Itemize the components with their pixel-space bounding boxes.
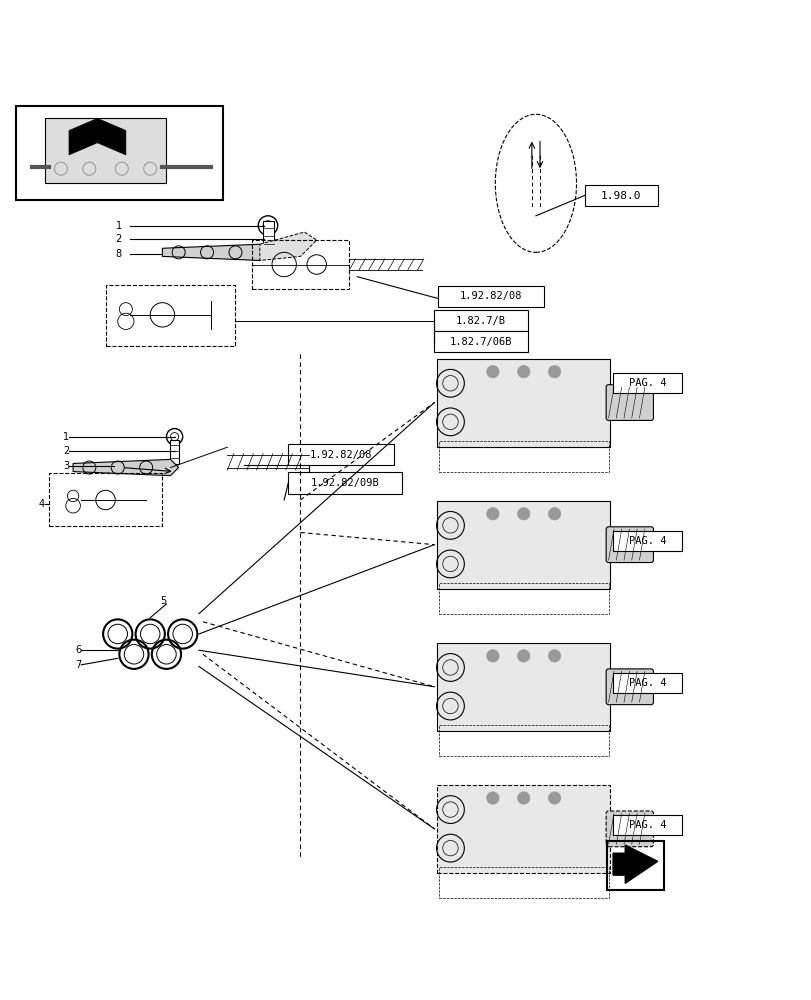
FancyBboxPatch shape bbox=[434, 310, 527, 331]
Circle shape bbox=[547, 366, 560, 378]
FancyBboxPatch shape bbox=[436, 643, 609, 731]
Text: 1: 1 bbox=[115, 221, 122, 231]
FancyBboxPatch shape bbox=[605, 811, 653, 847]
FancyBboxPatch shape bbox=[605, 385, 653, 420]
FancyBboxPatch shape bbox=[438, 286, 543, 307]
Text: PAG. 4: PAG. 4 bbox=[628, 536, 666, 546]
Text: 1.92.82/09B: 1.92.82/09B bbox=[311, 478, 379, 488]
Bar bbox=[438, 583, 608, 614]
Polygon shape bbox=[69, 118, 126, 155]
FancyBboxPatch shape bbox=[612, 673, 681, 693]
Text: PAG. 4: PAG. 4 bbox=[628, 378, 666, 388]
Text: 5: 5 bbox=[160, 596, 166, 606]
FancyBboxPatch shape bbox=[612, 815, 681, 835]
Circle shape bbox=[547, 650, 560, 662]
FancyBboxPatch shape bbox=[288, 472, 401, 494]
FancyBboxPatch shape bbox=[436, 359, 609, 447]
FancyBboxPatch shape bbox=[263, 221, 274, 253]
Text: 1.92.82/08: 1.92.82/08 bbox=[460, 291, 521, 301]
Text: 6: 6 bbox=[75, 645, 81, 655]
Polygon shape bbox=[260, 232, 316, 260]
Text: 2: 2 bbox=[115, 234, 122, 244]
Text: 3: 3 bbox=[62, 461, 69, 471]
Bar bbox=[438, 725, 608, 756]
Text: 1.82.7/B: 1.82.7/B bbox=[456, 316, 505, 326]
Bar bbox=[438, 441, 608, 472]
Circle shape bbox=[517, 792, 530, 804]
Circle shape bbox=[517, 650, 530, 662]
Circle shape bbox=[517, 366, 530, 378]
FancyBboxPatch shape bbox=[436, 501, 609, 589]
FancyBboxPatch shape bbox=[612, 373, 681, 393]
FancyBboxPatch shape bbox=[45, 118, 166, 183]
Bar bbox=[438, 867, 608, 898]
FancyBboxPatch shape bbox=[436, 785, 609, 873]
Circle shape bbox=[486, 366, 499, 378]
Text: 1.82.7/06B: 1.82.7/06B bbox=[449, 337, 512, 347]
Polygon shape bbox=[162, 244, 268, 260]
Text: 4: 4 bbox=[38, 499, 45, 509]
Bar bbox=[251, 240, 349, 289]
FancyBboxPatch shape bbox=[612, 531, 681, 551]
Circle shape bbox=[486, 792, 499, 804]
Text: 8: 8 bbox=[115, 249, 122, 259]
Circle shape bbox=[547, 508, 560, 520]
Polygon shape bbox=[73, 459, 178, 476]
FancyBboxPatch shape bbox=[584, 185, 657, 206]
Circle shape bbox=[486, 508, 499, 520]
Circle shape bbox=[547, 792, 560, 804]
Bar bbox=[16, 106, 223, 200]
Text: 2: 2 bbox=[62, 446, 69, 456]
Circle shape bbox=[486, 650, 499, 662]
FancyBboxPatch shape bbox=[434, 331, 527, 352]
Polygon shape bbox=[612, 845, 657, 883]
FancyBboxPatch shape bbox=[169, 440, 179, 464]
Bar bbox=[607, 841, 663, 890]
Text: 1: 1 bbox=[62, 432, 69, 442]
Text: PAG. 4: PAG. 4 bbox=[628, 678, 666, 688]
Text: 1.98.0: 1.98.0 bbox=[600, 191, 641, 201]
Text: 1.92.82/08: 1.92.82/08 bbox=[310, 450, 371, 460]
FancyBboxPatch shape bbox=[605, 669, 653, 705]
Bar bbox=[49, 473, 162, 526]
Circle shape bbox=[517, 508, 530, 520]
Text: PAG. 4: PAG. 4 bbox=[628, 820, 666, 830]
FancyBboxPatch shape bbox=[605, 527, 653, 563]
FancyBboxPatch shape bbox=[288, 444, 393, 465]
Bar bbox=[105, 285, 235, 346]
Text: 7: 7 bbox=[75, 660, 81, 670]
